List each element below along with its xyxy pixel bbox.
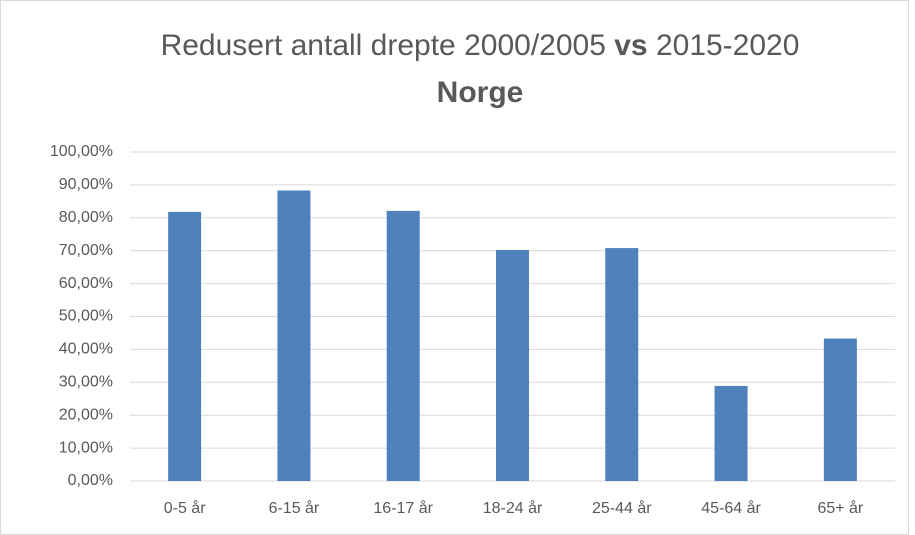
y-tick-label: 90,00% bbox=[59, 176, 113, 193]
y-tick-label: 40,00% bbox=[59, 341, 113, 358]
bar bbox=[496, 250, 529, 481]
bar bbox=[277, 190, 311, 482]
x-tick-label: 18-24 år bbox=[483, 499, 543, 517]
bar bbox=[823, 338, 857, 481]
x-tick-label: 6-15 år bbox=[269, 499, 320, 517]
title-bold: vs bbox=[614, 29, 648, 62]
x-tick-label: 0-5 år bbox=[164, 499, 206, 517]
y-tick-label: 30,00% bbox=[59, 374, 113, 391]
bar bbox=[386, 210, 420, 482]
bar bbox=[714, 385, 748, 481]
title-bold: Norge bbox=[436, 76, 524, 109]
y-tick-label: 10,00% bbox=[59, 439, 113, 456]
x-tick-label: 16-17 år bbox=[373, 499, 433, 517]
bar bbox=[605, 248, 639, 481]
x-tick-label: 65+ år bbox=[817, 499, 863, 517]
y-tick-label: 80,00% bbox=[59, 209, 113, 226]
y-tick-label: 0,00% bbox=[68, 472, 113, 489]
x-tick-label: 45-64 år bbox=[701, 499, 761, 517]
x-tick-label: 25-44 år bbox=[592, 499, 652, 517]
y-tick-label: 100,00% bbox=[50, 143, 113, 160]
y-tick-label: 20,00% bbox=[59, 406, 113, 423]
bar bbox=[168, 211, 202, 482]
y-tick-label: 50,00% bbox=[59, 308, 113, 325]
chart-title: Redusert antall drepte 2000/2005 vs 2015… bbox=[160, 29, 800, 109]
y-tick-label: 70,00% bbox=[59, 242, 113, 259]
y-tick-label: 60,00% bbox=[59, 275, 113, 292]
